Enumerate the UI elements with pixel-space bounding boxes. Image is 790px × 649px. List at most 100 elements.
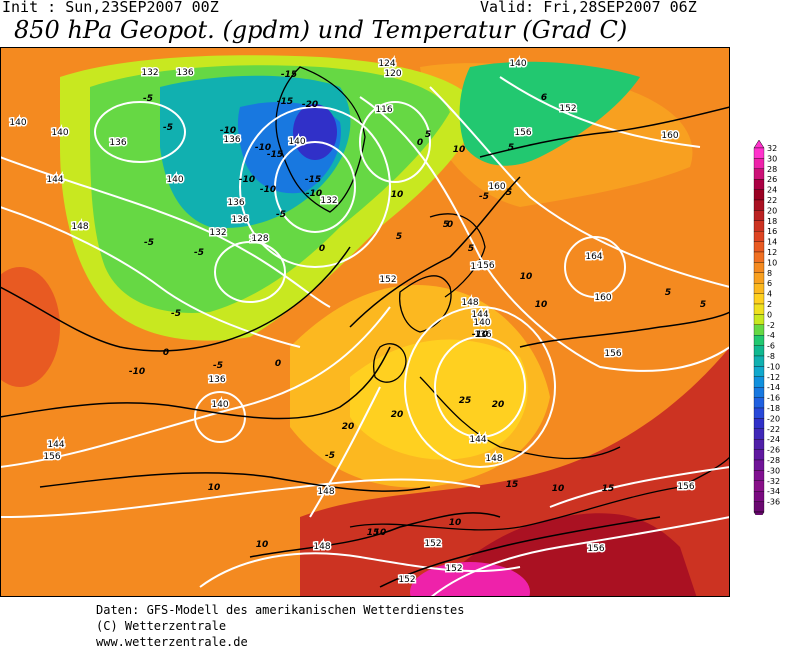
legend-swatch: [753, 428, 765, 440]
temperature-label: -5: [325, 451, 335, 461]
temperature-label: 6: [541, 93, 547, 103]
geopotential-label: 136: [223, 135, 240, 145]
temperature-label: -5: [213, 361, 223, 371]
geopotential-label: 140: [51, 128, 68, 138]
geopotential-label: 116: [375, 105, 392, 115]
legend-label: -24: [767, 435, 780, 444]
temperature-label: 10: [552, 484, 565, 494]
temperature-label: -15: [305, 175, 321, 185]
geopotential-label: 140: [473, 318, 490, 328]
legend-label: 24: [767, 186, 777, 195]
temperature-label: 5: [468, 244, 474, 254]
legend-label: -26: [767, 446, 780, 455]
legend-swatch: [753, 376, 765, 388]
temperature-label: -5: [276, 210, 286, 220]
temp-field-warm-west: [0, 267, 60, 387]
temperature-label: 0: [163, 348, 169, 358]
legend-swatch: [753, 283, 765, 294]
temperature-label: -5: [194, 248, 204, 258]
legend-label: -28: [767, 456, 780, 465]
geopotential-label: 140: [509, 59, 526, 69]
legend-label: -6: [767, 342, 775, 351]
geopotential-label: 120: [384, 69, 401, 79]
legend-swatch: [753, 272, 765, 284]
legend-swatch: [753, 366, 765, 377]
legend-swatch: [753, 179, 765, 190]
geopotential-label: 140: [9, 118, 26, 128]
legend-label: -2: [767, 321, 775, 330]
legend-swatch: [753, 345, 765, 357]
legend-label: 10: [767, 258, 777, 267]
geopotential-label: 156: [604, 349, 621, 359]
geopotential-label: 136: [208, 375, 225, 385]
legend-label: -18: [767, 404, 780, 413]
legend-swatch: [753, 158, 765, 169]
temp-field-yellow-central: [350, 339, 528, 460]
legend-swatch: [753, 251, 765, 263]
temperature-label: -5: [143, 94, 153, 104]
geopotential-label: 152: [559, 104, 576, 114]
legend-swatch: [753, 147, 765, 159]
temperature-label: 0: [417, 138, 423, 148]
temperature-label: -10: [306, 189, 322, 199]
geopotential-label: 140: [211, 400, 228, 410]
legend-label: 6: [767, 279, 772, 288]
geopotential-label: 164: [585, 252, 602, 262]
geopotential-label: 156: [587, 544, 604, 554]
legend-swatch: [753, 210, 765, 221]
legend-swatch: [753, 262, 765, 273]
geopotential-label: 160: [488, 182, 505, 192]
legend-label: -10: [767, 362, 780, 371]
legend-label: 18: [767, 217, 777, 226]
geopotential-label: 140: [288, 137, 305, 147]
legend-swatch: [753, 449, 765, 461]
geopotential-label: 132: [320, 196, 337, 206]
valid-time: Valid: Fri,28SEP2007 06Z: [480, 0, 697, 16]
geopotential-label: 148: [461, 298, 478, 308]
temperature-label: -20: [302, 100, 318, 110]
legend-label: 28: [767, 165, 777, 174]
temperature-label: 10: [256, 540, 269, 550]
temperature-label: 25: [459, 396, 472, 406]
temperature-label: -15: [267, 150, 283, 160]
temperature-label: -10: [472, 330, 488, 340]
legend-label: 26: [767, 175, 777, 184]
legend-label: 12: [767, 248, 777, 257]
legend-label: 20: [767, 206, 777, 215]
legend-label: 32: [767, 144, 777, 153]
legend-swatch: [753, 397, 765, 409]
legend-swatch: [753, 324, 765, 336]
legend-swatch: [753, 293, 765, 305]
temperature-label: 15: [506, 480, 519, 490]
temperature-label: -10: [239, 175, 255, 185]
geopotential-label: 148: [485, 454, 502, 464]
temperature-label: 10: [374, 528, 387, 538]
geopotential-label: 140: [166, 175, 183, 185]
geopotential-label: 144: [47, 440, 64, 450]
legend-swatch: [753, 491, 765, 502]
legend-swatch: [753, 303, 765, 315]
geopotential-label: 136: [176, 68, 193, 78]
legend-top-arrow: [753, 140, 765, 149]
temperature-isolines: [0, 106, 730, 588]
legend-swatch: [753, 501, 765, 513]
geopotential-label: 152: [445, 564, 462, 574]
legend-label: -32: [767, 477, 780, 486]
geopotential-label: 152: [379, 275, 396, 285]
legend-label: 22: [767, 196, 777, 205]
geopotential-label: 136: [109, 138, 126, 148]
geopotential-label: 152: [398, 575, 415, 585]
geopotential-label: 156: [43, 452, 60, 462]
temperature-label: 0: [275, 359, 281, 369]
temperature-label: 10: [391, 190, 404, 200]
coastlines: [275, 66, 730, 531]
temperature-label: 10: [535, 300, 548, 310]
geopotential-label: 144: [471, 310, 488, 320]
legend-swatch: [753, 418, 765, 429]
temperature-label: 10: [453, 145, 466, 155]
legend-swatch: [753, 199, 765, 211]
geopotential-label: 128: [249, 235, 266, 245]
temperature-label: 10: [208, 483, 221, 493]
